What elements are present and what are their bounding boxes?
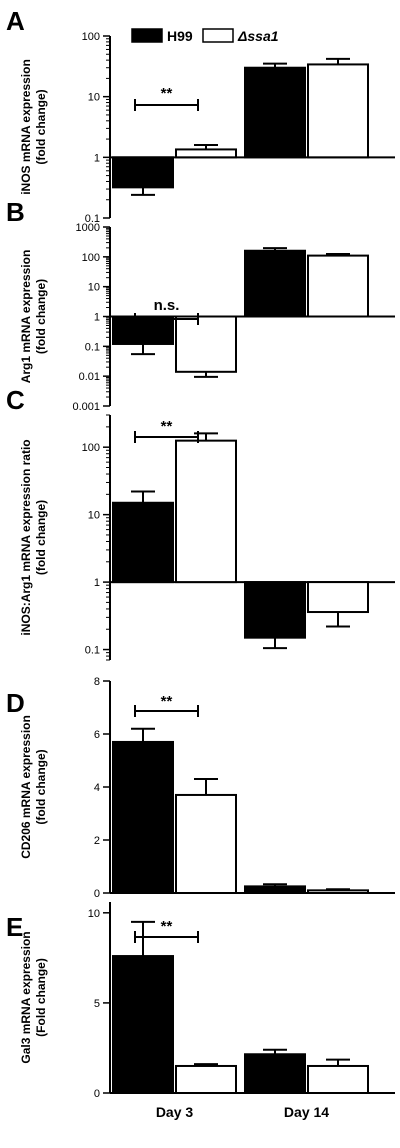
y-tick-label: 6: [94, 729, 100, 741]
y-axis-label-line: (fold change): [34, 500, 48, 575]
y-tick-label: 1: [94, 577, 100, 589]
bar-h99-day14: [244, 581, 306, 639]
panel-letter: D: [6, 688, 25, 718]
y-axis-label: iNOS:Arg1 mRNA expression ratio(fold cha…: [19, 439, 48, 635]
y-tick-label: 0: [94, 888, 100, 900]
y-tick-label: 0: [94, 1088, 100, 1100]
legend: H99 Δssa1: [131, 28, 279, 44]
y-axis-label: CD206 mRNA expression(fold change): [19, 715, 48, 859]
y-tick-label: 1000: [76, 222, 100, 234]
y-tick-label: 100: [82, 252, 100, 264]
bar-h99-day3: [112, 501, 174, 584]
y-tick-label: 0.1: [85, 341, 100, 353]
y-tick-label: 0.001: [72, 401, 100, 413]
panel-b: B 0.001 0.01 0.1 1 10 100 1000 n.s. Arg1 mRNA exp…: [6, 197, 395, 413]
category-label: Day 14: [284, 1104, 329, 1120]
legend-label-h99: H99: [167, 28, 193, 44]
legend-label-dssa1: Δssa1: [237, 28, 279, 44]
legend-swatch-h99: [131, 28, 163, 43]
y-tick-label: 0.1: [85, 645, 100, 657]
bar-h99-day3: [112, 156, 174, 189]
y-tick-label: 10: [88, 282, 100, 294]
y-axis-label-line: (fold change): [34, 89, 48, 164]
bar-h99-day3: [112, 955, 174, 1094]
y-tick-label: 1: [94, 312, 100, 324]
y-tick-label: 4: [94, 782, 100, 794]
bar-h99-day14: [244, 66, 306, 159]
significance-label: n.s.: [154, 297, 180, 314]
panel-letter: B: [6, 197, 25, 227]
panel-d: D 0 2 4 6 8 ** CD206 mRNA expression(fold chang…: [6, 676, 395, 900]
panel-c: C 0.1 1 10 100 ** iNOS:Arg1 mRNA expression ra…: [6, 385, 395, 661]
bar-dssa1-day14: [307, 581, 369, 614]
y-tick-label: 0.01: [79, 371, 100, 383]
y-tick-label: 0.1: [85, 213, 100, 225]
panel-e: E 0 5 10 ** Gal3 mRNA expression(Fold change)…: [6, 902, 395, 1120]
bar-h99-day3: [112, 315, 174, 345]
bar-dssa1-day3: [175, 1064, 237, 1094]
legend-swatch-dssa1: [202, 28, 234, 43]
y-axis-label: Gal3 mRNA expression(Fold change): [19, 931, 48, 1063]
y-tick-label: 5: [94, 998, 100, 1010]
panel-letter: A: [6, 6, 25, 36]
bar-dssa1-day3: [175, 148, 237, 159]
y-axis-label-line: iNOS:Arg1 mRNA expression ratio: [19, 439, 33, 635]
panel-letter: C: [6, 385, 25, 415]
y-tick-label: 10: [88, 908, 100, 920]
bar-dssa1-day14: [307, 889, 369, 894]
y-axis-label: Arg1 mRNA expression(fold change): [19, 250, 48, 384]
significance-label: **: [161, 85, 173, 102]
y-axis-label-line: (fold change): [34, 279, 48, 354]
y-axis-label-line: (fold change): [34, 749, 48, 824]
panel-a: A 0.1 1 10 100 ** iNOS mRNA expression(fold ch…: [6, 6, 395, 225]
bar-h99-day14: [244, 885, 306, 894]
bar-dssa1-day14: [307, 63, 369, 159]
y-axis-label-line: iNOS mRNA expression: [19, 59, 33, 195]
y-tick-label: 10: [88, 92, 100, 104]
y-axis-label-line: (Fold change): [34, 958, 48, 1037]
bar-dssa1-day14: [307, 254, 369, 318]
bar-h99-day3: [112, 740, 174, 895]
y-axis-label-line: CD206 mRNA expression: [19, 715, 33, 859]
bar-dssa1-day14: [307, 1064, 369, 1094]
bar-dssa1-day3: [175, 793, 237, 895]
y-axis-label: iNOS mRNA expression(fold change): [19, 59, 48, 195]
significance-label: **: [161, 693, 173, 710]
panel-letter: E: [6, 912, 23, 942]
bar-dssa1-day3: [175, 315, 237, 373]
y-axis-label-line: Gal3 mRNA expression: [19, 931, 33, 1063]
y-axis-label-line: Arg1 mRNA expression: [19, 250, 33, 384]
significance-label: **: [161, 418, 173, 435]
y-tick-label: 10: [88, 510, 100, 522]
significance-label: **: [161, 918, 173, 935]
y-tick-label: 100: [82, 442, 100, 454]
bar-dssa1-day3: [175, 439, 237, 584]
bar-h99-day14: [244, 249, 306, 318]
y-tick-label: 100: [82, 31, 100, 43]
y-tick-label: 8: [94, 676, 100, 688]
y-tick-label: 1: [94, 152, 100, 164]
category-label: Day 3: [156, 1104, 194, 1120]
bar-h99-day14: [244, 1053, 306, 1094]
y-tick-label: 2: [94, 835, 100, 847]
